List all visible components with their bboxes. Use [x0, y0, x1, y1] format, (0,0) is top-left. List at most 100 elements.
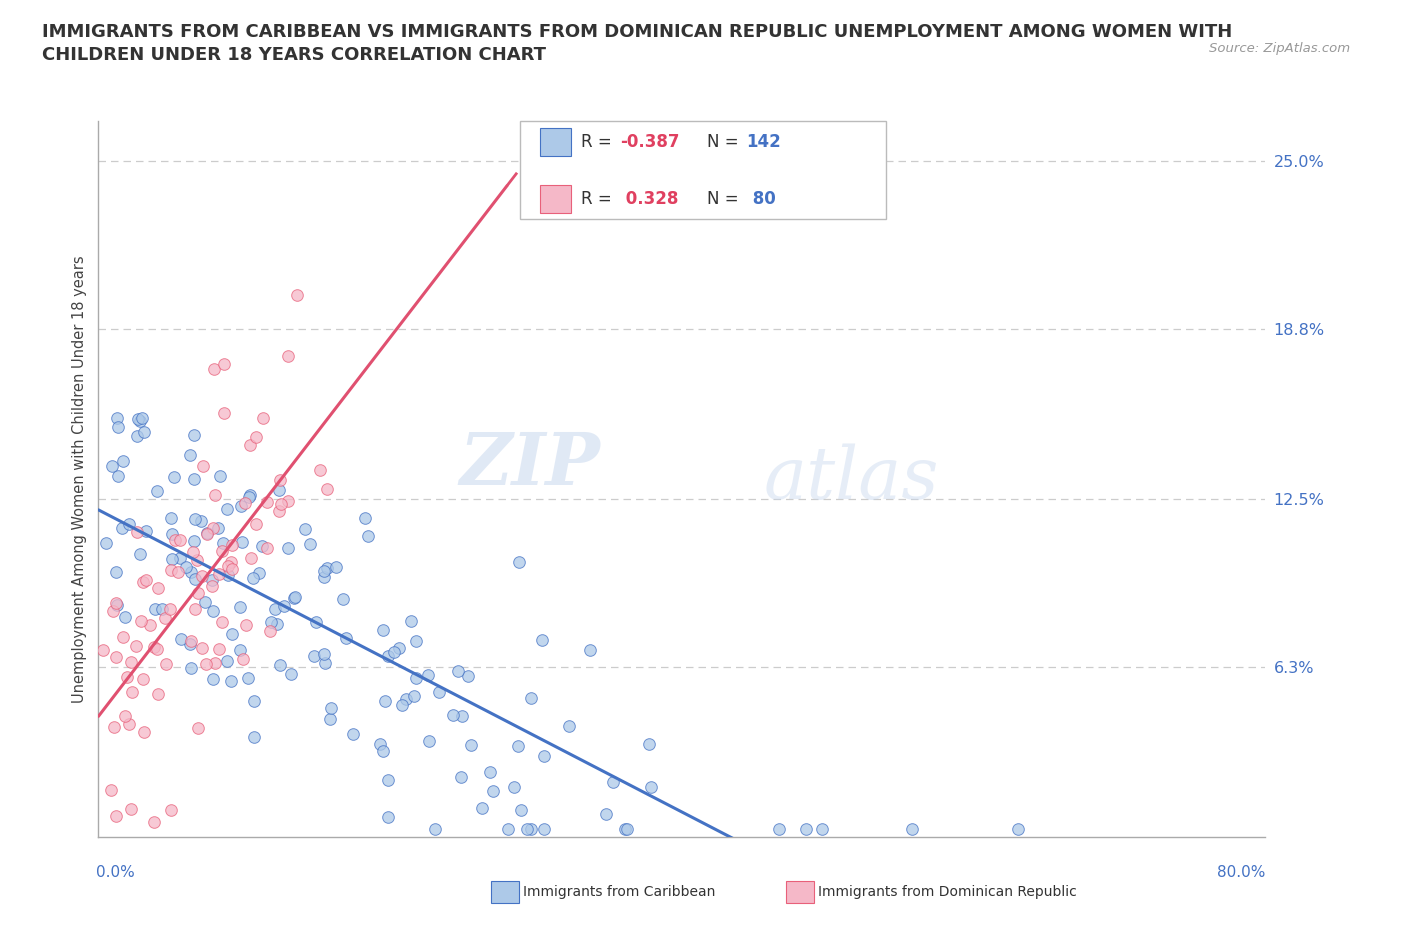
Point	[283, 590, 305, 604]
Point	[245, 430, 267, 445]
Point	[335, 631, 357, 645]
Point	[191, 641, 214, 656]
Point	[314, 656, 336, 671]
Point	[184, 512, 207, 526]
Point	[479, 764, 502, 779]
Point	[165, 533, 187, 548]
Point	[402, 689, 425, 704]
Point	[312, 647, 335, 662]
Point	[183, 572, 205, 587]
Point	[259, 624, 281, 639]
Point	[132, 575, 155, 590]
Point	[160, 511, 183, 525]
Point	[143, 814, 166, 829]
Point	[299, 537, 322, 551]
Point	[211, 543, 233, 558]
Point	[232, 652, 254, 667]
Point	[530, 633, 553, 648]
Text: 80: 80	[747, 190, 775, 208]
Point	[139, 618, 162, 632]
Point	[125, 639, 148, 654]
Point	[239, 551, 262, 565]
Point	[377, 773, 399, 788]
Point	[270, 497, 292, 512]
Point	[103, 604, 125, 618]
Point	[239, 488, 262, 503]
Point	[239, 437, 262, 452]
Point	[202, 604, 225, 618]
Point	[212, 405, 235, 420]
Point	[277, 494, 299, 509]
Point	[418, 734, 440, 749]
Point	[208, 469, 231, 484]
Point	[111, 454, 134, 469]
Point	[471, 801, 494, 816]
Point	[105, 597, 128, 612]
Point	[207, 521, 229, 536]
Point	[132, 671, 155, 686]
Point	[146, 687, 169, 702]
Point	[159, 602, 181, 617]
Point	[506, 739, 529, 754]
Text: N =: N =	[707, 190, 744, 208]
Text: 142: 142	[747, 133, 782, 152]
Point	[219, 673, 242, 688]
Point	[371, 622, 394, 637]
Point	[319, 711, 342, 726]
Point	[179, 448, 201, 463]
Point	[451, 709, 474, 724]
Point	[256, 495, 278, 510]
Text: Immigrants from Caribbean: Immigrants from Caribbean	[523, 884, 716, 899]
Point	[215, 653, 238, 668]
Point	[450, 770, 472, 785]
Point	[180, 565, 202, 579]
Point	[204, 488, 226, 503]
Point	[167, 565, 190, 579]
Point	[496, 821, 519, 836]
Point	[316, 482, 339, 497]
Point	[118, 716, 141, 731]
Point	[202, 362, 225, 377]
Point	[101, 458, 124, 473]
Point	[325, 559, 347, 574]
Text: CHILDREN UNDER 18 YEARS CORRELATION CHART: CHILDREN UNDER 18 YEARS CORRELATION CHAR…	[42, 46, 546, 64]
Point	[221, 538, 243, 552]
Text: R =: R =	[581, 133, 617, 152]
Point	[640, 779, 662, 794]
Text: Source: ZipAtlas.com: Source: ZipAtlas.com	[1209, 42, 1350, 55]
Point	[162, 551, 184, 566]
Point	[294, 522, 316, 537]
Point	[252, 410, 274, 425]
Point	[768, 821, 790, 836]
Point	[146, 641, 169, 656]
Point	[269, 472, 291, 487]
Point	[125, 429, 148, 444]
Point	[509, 803, 531, 817]
Point	[900, 821, 922, 836]
Point	[508, 555, 530, 570]
Point	[180, 661, 202, 676]
Point	[256, 541, 278, 556]
Point	[312, 569, 335, 584]
Point	[277, 349, 299, 364]
Point	[266, 616, 288, 631]
Point	[105, 809, 128, 824]
Point	[184, 602, 207, 617]
Point	[131, 411, 153, 426]
Point	[183, 472, 205, 487]
Text: -0.387: -0.387	[620, 133, 679, 152]
Point	[105, 565, 128, 579]
Point	[229, 499, 252, 514]
Point	[208, 642, 231, 657]
Point	[187, 721, 209, 736]
Point	[219, 554, 242, 569]
Text: Immigrants from Dominican Republic: Immigrants from Dominican Republic	[818, 884, 1077, 899]
Point	[91, 643, 114, 658]
Point	[111, 630, 134, 644]
Point	[94, 536, 117, 551]
Point	[202, 671, 225, 686]
Point	[217, 501, 239, 516]
Point	[391, 698, 413, 712]
Point	[794, 821, 817, 836]
Text: N =: N =	[707, 133, 744, 152]
